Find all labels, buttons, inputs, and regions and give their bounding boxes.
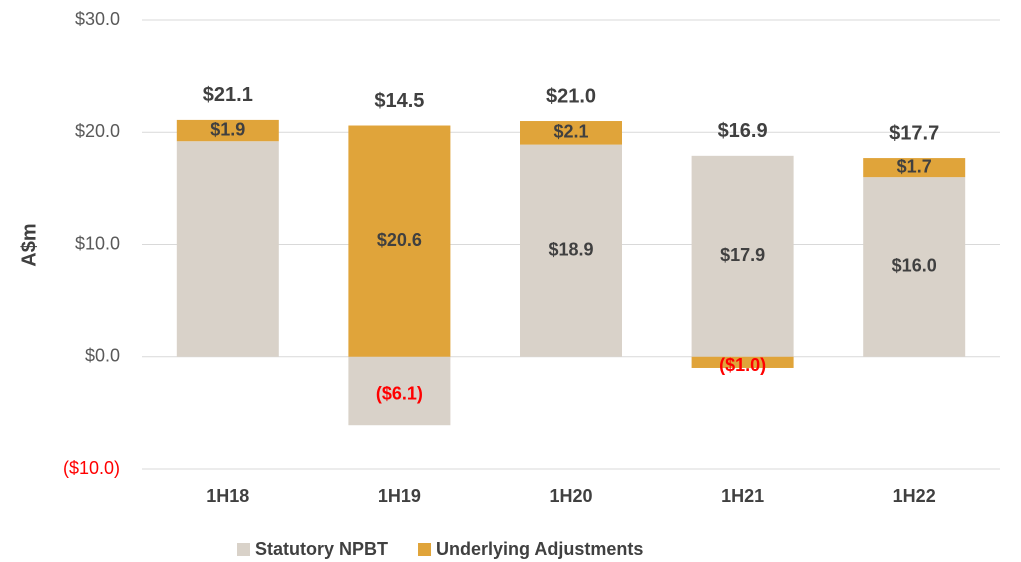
bar-segment bbox=[348, 125, 451, 357]
y-tick-label: $20.0 bbox=[75, 121, 120, 141]
x-tick-label: 1H22 bbox=[893, 486, 936, 506]
legend-swatch bbox=[237, 543, 250, 556]
x-tick-label: 1H20 bbox=[549, 486, 592, 506]
data-label: $1.7 bbox=[897, 156, 932, 176]
legend-label: Underlying Adjustments bbox=[436, 539, 643, 559]
data-label: $1.9 bbox=[210, 119, 245, 139]
bar-segment bbox=[176, 141, 279, 357]
y-tick-label: $0.0 bbox=[85, 346, 120, 366]
data-label: ($6.1) bbox=[376, 384, 423, 404]
y-tick-label: $10.0 bbox=[75, 233, 120, 253]
bar-segment bbox=[863, 158, 966, 178]
data-label: $16.0 bbox=[892, 256, 937, 276]
bar-segment bbox=[691, 356, 794, 368]
y-tick-label: ($10.0) bbox=[63, 458, 120, 478]
total-label: $17.7 bbox=[889, 122, 939, 144]
total-label: $16.9 bbox=[718, 120, 768, 142]
bar-segment bbox=[520, 121, 622, 145]
bar-segment bbox=[176, 119, 279, 142]
bar-segment bbox=[863, 177, 966, 357]
legend-swatch bbox=[418, 543, 432, 556]
x-tick-label: 1H18 bbox=[206, 486, 249, 506]
total-label: $21.1 bbox=[203, 84, 253, 106]
data-label: $20.6 bbox=[377, 230, 422, 250]
data-label: $18.9 bbox=[548, 239, 593, 259]
y-axis-label: A$m bbox=[18, 223, 40, 266]
total-label: $14.5 bbox=[374, 90, 424, 112]
x-tick-label: 1H19 bbox=[378, 486, 421, 506]
y-tick-label: $30.0 bbox=[75, 9, 120, 29]
bar-segment bbox=[691, 155, 794, 357]
data-label: $17.9 bbox=[720, 245, 765, 265]
bar-segment bbox=[348, 356, 451, 426]
bar-segment bbox=[520, 144, 622, 357]
x-tick-label: 1H21 bbox=[721, 486, 764, 506]
data-label: ($1.0) bbox=[719, 355, 766, 375]
total-label: $21.0 bbox=[546, 85, 596, 107]
legend-label: Statutory NPBT bbox=[255, 539, 388, 559]
data-label: $2.1 bbox=[553, 122, 588, 142]
